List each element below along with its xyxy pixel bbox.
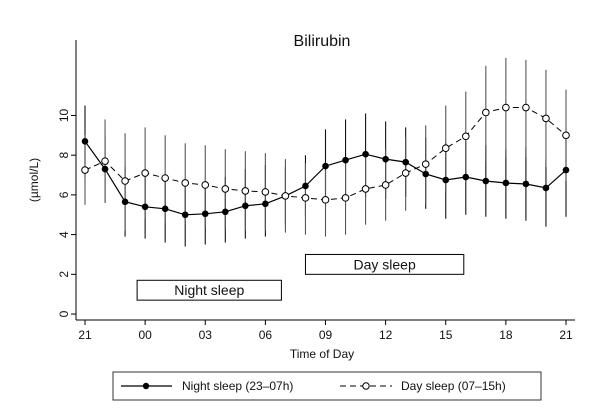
night-data-point xyxy=(101,165,109,173)
day-data-point xyxy=(401,169,410,177)
day-sleep-box xyxy=(304,253,465,275)
legend-frame xyxy=(112,371,542,401)
legend-day-label: Day sleep (07–15h) xyxy=(401,379,506,393)
day-data-point xyxy=(482,108,490,117)
x-tick-label: 12 xyxy=(379,328,393,342)
night-data-point xyxy=(442,176,450,184)
night-data-point xyxy=(562,166,570,174)
x-tick-label: 18 xyxy=(499,328,513,342)
night-data-point xyxy=(422,170,430,178)
y-axis-label: (µmol/L) xyxy=(27,158,41,202)
night-data-point xyxy=(181,211,189,219)
night-data-point xyxy=(201,210,209,218)
night-data-point xyxy=(161,205,169,213)
night-data-point xyxy=(322,162,329,170)
night-data-point xyxy=(402,158,409,166)
night-data-point xyxy=(362,150,369,158)
y-axis-ticks: 0 2 4 6 8 10 xyxy=(57,108,76,317)
day-data-point xyxy=(522,103,530,112)
day-data-point xyxy=(141,169,149,177)
day-data-point xyxy=(301,194,310,202)
y-tick-label: 8 xyxy=(57,152,71,159)
night-data-point xyxy=(221,208,229,216)
x-tick-label: 21 xyxy=(78,328,92,342)
x-tick-label: 03 xyxy=(199,328,213,342)
y-tick-label: 6 xyxy=(57,191,71,198)
day-data-point xyxy=(341,194,350,202)
day-data-point xyxy=(381,181,390,189)
night-data-point xyxy=(262,200,269,208)
night-sleep-box xyxy=(136,279,282,301)
legend-night-marker xyxy=(142,382,150,390)
day-data-point xyxy=(201,181,210,189)
x-tick-label: 15 xyxy=(439,328,453,342)
day-data-point xyxy=(361,185,370,193)
night-data-point xyxy=(141,203,149,211)
legend-night-label: Night sleep (23–07h) xyxy=(182,379,293,393)
day-data-point xyxy=(542,114,550,123)
night-sleep-label: Night sleep xyxy=(174,282,244,298)
x-tick-label: 06 xyxy=(259,328,273,342)
legend-day-marker xyxy=(362,382,370,390)
day-sleep-label: Day sleep xyxy=(353,256,415,272)
day-data-point xyxy=(221,185,230,193)
x-tick-label: 09 xyxy=(319,328,333,342)
y-tick-label: 2 xyxy=(57,271,71,278)
day-data-point xyxy=(281,192,290,200)
legend: Night sleep (23–07h) Day sleep (07–15h) xyxy=(112,371,542,401)
night-data-point xyxy=(462,173,470,181)
day-data-point xyxy=(241,187,250,195)
day-data-point xyxy=(321,196,330,204)
chart-title: Bilirubin xyxy=(294,33,351,50)
x-tick-label: 00 xyxy=(138,328,152,342)
day-data-point xyxy=(121,177,129,185)
day-data-point xyxy=(161,174,169,182)
x-axis-label: Time of Day xyxy=(290,347,354,361)
night-data-point xyxy=(502,179,510,187)
night-data-point xyxy=(342,156,349,164)
night-data-point xyxy=(482,177,490,185)
day-data-point xyxy=(461,132,470,141)
night-data-point xyxy=(542,184,550,192)
day-data-point xyxy=(421,160,430,168)
day-data-point xyxy=(181,179,190,187)
night-data-point xyxy=(121,198,129,206)
day-data-point xyxy=(261,188,270,196)
y-tick-label: 4 xyxy=(57,231,71,238)
night-data-point xyxy=(382,155,389,163)
day-data-point xyxy=(101,157,109,165)
night-data-point xyxy=(302,182,309,190)
y-tick-label: 10 xyxy=(57,108,71,122)
day-data-point xyxy=(81,166,89,174)
error-bar-layer xyxy=(84,57,567,247)
night-data-point xyxy=(522,180,530,188)
night-data-point xyxy=(81,137,89,145)
y-tick-label: 0 xyxy=(57,310,71,317)
x-axis-ticks: 21 00 03 06 09 12 15 18 21 xyxy=(78,320,573,342)
x-tick-label: 21 xyxy=(559,328,573,342)
night-data-point xyxy=(242,202,249,210)
day-data-point xyxy=(562,131,570,140)
day-data-point xyxy=(441,144,450,153)
data-point-layer xyxy=(81,103,570,219)
annotation-layer: Night sleep Day sleep xyxy=(136,253,465,301)
day-data-point xyxy=(502,103,510,112)
